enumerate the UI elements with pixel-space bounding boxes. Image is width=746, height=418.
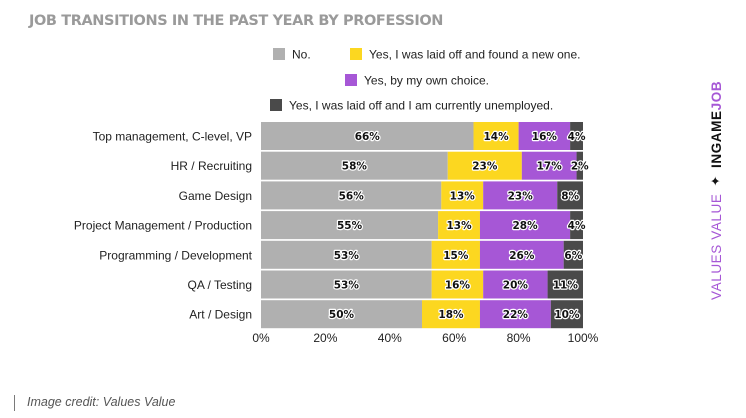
category-label: HR / Recruiting [171, 159, 252, 173]
legend-label: Yes, I was laid off and found a new one. [369, 48, 581, 62]
bar-segment [261, 151, 448, 180]
data-label: 20% [503, 280, 529, 292]
legend-swatch [270, 99, 282, 111]
image-credit: Image credit: Values Value [27, 395, 176, 409]
bar-segment [261, 122, 474, 150]
bar-segment [547, 270, 583, 299]
x-axis-ticks: 0% 20% 40% 60% 80% 100% [252, 331, 598, 345]
data-label: 58% [342, 161, 368, 173]
legend-label: Yes, I was laid off and I am currently u… [289, 99, 553, 113]
bar-segment [431, 270, 484, 299]
x-tick-label: 0% [252, 331, 270, 345]
bar-segment [441, 181, 484, 210]
data-label: 26% [509, 250, 535, 262]
category-label: Top management, C-level, VP [93, 130, 252, 144]
bar-segment [483, 181, 558, 210]
bar-segment [431, 240, 480, 269]
data-label: 22% [503, 309, 529, 321]
data-label: 66% [355, 131, 381, 143]
bar-segment [261, 300, 422, 329]
bar-segment [521, 151, 577, 180]
x-tick-label: 60% [442, 331, 466, 345]
legend: No. Yes, I was laid off and found a new o… [270, 48, 581, 113]
star-icon: ✦ [708, 175, 723, 187]
bar-segment [438, 211, 480, 240]
brand-game: GAME [708, 110, 724, 154]
bar-segment [550, 300, 583, 329]
legend-swatch [345, 74, 357, 86]
legend-swatch [273, 48, 285, 60]
category-label: Project Management / Production [74, 219, 252, 233]
data-label: 10% [554, 309, 580, 321]
legend-label: Yes, by my own choice. [364, 74, 489, 88]
credit-divider [14, 395, 15, 411]
data-label: 50% [329, 309, 355, 321]
brand-job: JOB [708, 80, 724, 111]
bar-segment [473, 122, 519, 150]
bar-segment [557, 181, 583, 210]
bar-segment [479, 240, 564, 269]
category-labels: Top management, C-level, VP HR / Recruiti… [74, 130, 253, 322]
data-label: 23% [508, 190, 534, 202]
bar-segment [479, 211, 571, 240]
bar-segment [570, 122, 583, 150]
data-label: 4% [568, 220, 586, 232]
category-label: Programming / Development [99, 248, 252, 262]
data-label: 11% [553, 280, 579, 292]
data-label: 2% [571, 161, 589, 173]
bar-segment [422, 300, 480, 329]
data-label: 23% [472, 161, 498, 173]
data-label: 8% [561, 190, 579, 202]
data-label: 14% [483, 131, 509, 143]
data-label: 4% [568, 131, 586, 143]
bars: 66% 14% 16% 4% 58% 23% 17% 2% 56% 13% 23% 8% 55% 13% 2… [261, 122, 590, 329]
data-label: 55% [337, 220, 363, 232]
bar-segment [563, 240, 583, 269]
data-label: 16% [532, 131, 558, 143]
chart-title: JOB TRANSITIONS IN THE PAST YEAR BY PROF… [29, 13, 444, 29]
bar-segment [518, 122, 571, 150]
data-label: 6% [564, 250, 582, 262]
bar-segment [261, 270, 432, 299]
category-label: Game Design [179, 189, 252, 203]
bar-segment [570, 211, 583, 240]
bar-segment [483, 270, 548, 299]
data-label: 18% [438, 309, 464, 321]
x-tick-label: 100% [568, 331, 599, 345]
brand-logo: VALUES VALUE ✦ IN GAME JOB [708, 81, 724, 300]
data-label: 13% [446, 220, 472, 232]
legend-swatch [350, 48, 362, 60]
category-label: QA / Testing [188, 278, 252, 292]
x-tick-label: 40% [378, 331, 402, 345]
bar-segment [261, 211, 439, 240]
data-label: 28% [512, 220, 538, 232]
data-label: 16% [445, 280, 471, 292]
data-label: 56% [339, 190, 365, 202]
legend-label: No. [292, 48, 311, 62]
bar-segment [261, 181, 442, 210]
bar-segment [261, 240, 432, 269]
bar-segment [447, 151, 522, 180]
brand-values-value: VALUES VALUE [708, 193, 724, 301]
x-tick-label: 20% [313, 331, 337, 345]
data-label: 53% [334, 280, 360, 292]
brand-in: IN [708, 153, 724, 168]
data-label: 15% [443, 250, 469, 262]
data-label: 17% [537, 161, 563, 173]
data-label: 13% [450, 190, 476, 202]
data-label: 53% [334, 250, 360, 262]
category-label: Art / Design [189, 308, 252, 322]
x-tick-label: 80% [507, 331, 531, 345]
bar-segment [576, 151, 583, 180]
bar-segment [479, 300, 551, 329]
